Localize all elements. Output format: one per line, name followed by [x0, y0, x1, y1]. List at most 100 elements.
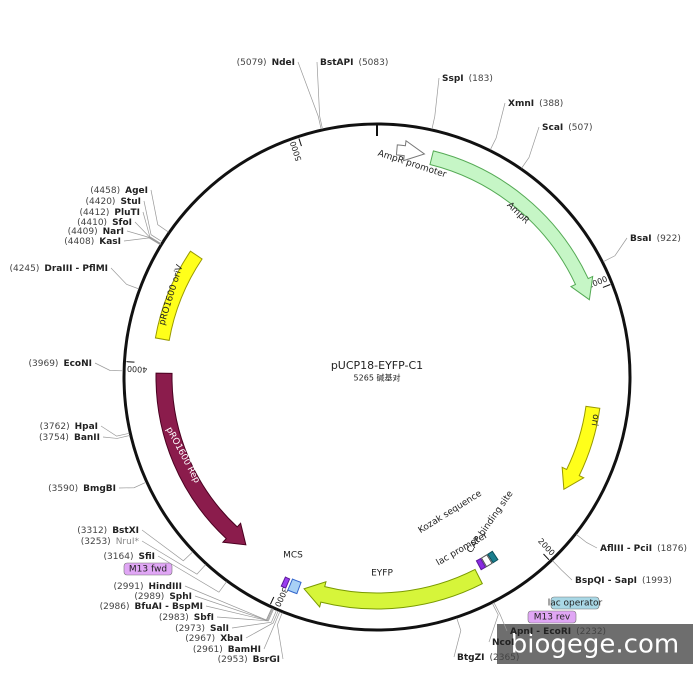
- site-label: (3754) BanII: [39, 433, 100, 443]
- site-label: BspQI - SapI (1993): [575, 576, 672, 586]
- site-name: NarI: [103, 227, 124, 237]
- site-name: SalI: [210, 624, 229, 634]
- site-leader: [142, 211, 162, 244]
- feature-label: EYFP: [371, 569, 393, 579]
- site-label: (2973) SalI: [175, 624, 229, 634]
- site-position: (2989): [134, 592, 164, 602]
- site-leader: [141, 529, 193, 562]
- pro1600-oriv: [154, 250, 203, 341]
- site-leader: [118, 482, 147, 489]
- site-position: (2365): [489, 653, 519, 663]
- site-position: (2983): [159, 613, 189, 623]
- site-name: SphI: [169, 592, 192, 602]
- site-leader: [493, 602, 508, 632]
- site-name: XmnI: [508, 99, 534, 109]
- site-leader: [490, 102, 506, 150]
- site-position: (3253): [81, 537, 111, 547]
- site-position: (2953): [218, 655, 248, 665]
- site-leader: [316, 61, 323, 130]
- site-label: XmnI (388): [508, 99, 563, 109]
- site-leader: [231, 610, 277, 629]
- site-position: (5079): [237, 58, 267, 68]
- site-label: (4245) DraIII - PflMI: [9, 264, 108, 274]
- amp-promoter: [395, 139, 426, 162]
- site-leader: [576, 534, 598, 549]
- cap-site: [487, 550, 499, 564]
- ring-tick-label: 2000: [536, 537, 557, 558]
- site-name: NdeI: [272, 58, 295, 68]
- site-leader: [277, 612, 284, 660]
- site-leader: [263, 611, 281, 650]
- feature-label: ori: [589, 413, 601, 426]
- site-leader: [297, 61, 322, 130]
- lac-promoter: [480, 554, 493, 568]
- site-position: (922): [657, 234, 681, 244]
- site-name: DraIII - PflMI: [44, 264, 108, 274]
- site-leader: [110, 267, 139, 290]
- site-label: (4410) SfoI: [77, 218, 132, 228]
- site-label: BstAPI (5083): [320, 58, 388, 68]
- site-label: (3969) EcoNI: [29, 359, 92, 369]
- site-name: BtgZI: [457, 653, 484, 663]
- site-leader: [143, 200, 163, 242]
- ampr: [429, 150, 594, 301]
- site-leader: [94, 362, 124, 372]
- site-leader: [603, 237, 628, 262]
- site-name: NcoI: [492, 638, 514, 648]
- site-name: BmgBI: [83, 484, 116, 494]
- site-leader: [205, 605, 274, 621]
- feature-label-box: [123, 562, 173, 576]
- site-name: PluTI: [114, 208, 140, 218]
- site-position: (2967): [185, 634, 215, 644]
- site-position: (5083): [358, 58, 388, 68]
- site-position: (3754): [39, 433, 69, 443]
- site-position: (1876): [657, 544, 687, 554]
- site-label: (3253) NruI*: [81, 537, 140, 547]
- site-position: (2232): [576, 627, 606, 637]
- site-name: KasI: [99, 237, 121, 247]
- site-position: (4420): [86, 197, 116, 207]
- site-label: ApnI - EcoRI (2232): [510, 627, 606, 637]
- site-position: (4410): [77, 218, 107, 228]
- site-label: (2953) BsrGI: [218, 655, 280, 665]
- site-name: ScaI: [542, 123, 563, 133]
- site-label: (5079) NdeI: [237, 58, 295, 68]
- site-label: (4408) KasI: [64, 237, 121, 247]
- site-label: (3762) HpaI: [40, 422, 98, 432]
- site-name: ApnI - EcoRI: [510, 627, 571, 637]
- ring-tick: [298, 138, 302, 147]
- site-label: (2961) BamHI: [193, 645, 261, 655]
- site-label: (4420) StuI: [86, 197, 141, 207]
- feature-label: M13 fwd: [129, 565, 167, 575]
- feature-label: lac operator: [548, 599, 603, 609]
- feature-label-box: [527, 610, 577, 624]
- site-name: StuI: [120, 197, 141, 207]
- ori: [561, 405, 601, 491]
- site-name: BsrGI: [253, 655, 280, 665]
- site-label: (2991) HindIII: [114, 582, 182, 592]
- site-label: AflIII - PciI (1876): [600, 544, 687, 554]
- site-leader: [488, 603, 499, 643]
- feature-label: Kozak sequence: [417, 489, 484, 536]
- site-name: BstAPI: [320, 58, 353, 68]
- site-position: (2961): [193, 645, 223, 655]
- site-leader: [100, 425, 130, 437]
- site-name: AflIII - PciI: [600, 544, 652, 554]
- site-label: (2983) SbfI: [159, 613, 214, 623]
- site-leader: [245, 610, 279, 639]
- site-leader: [184, 585, 272, 621]
- site-leader: [453, 618, 462, 658]
- site-name: HpaI: [75, 422, 98, 432]
- site-leader: [141, 540, 206, 575]
- feature-label: MCS: [283, 551, 303, 561]
- site-label: (4409) NarI: [68, 227, 124, 237]
- site-name: HindIII: [148, 582, 182, 592]
- site-label: (2989) SphI: [134, 592, 192, 602]
- site-leader: [521, 126, 540, 169]
- feature-label-box: [550, 596, 600, 610]
- site-name: BstXI: [112, 526, 139, 536]
- site-position: (1993): [642, 576, 672, 586]
- site-leader: [431, 77, 440, 130]
- site-leader: [123, 237, 161, 245]
- ring-tick: [543, 553, 550, 561]
